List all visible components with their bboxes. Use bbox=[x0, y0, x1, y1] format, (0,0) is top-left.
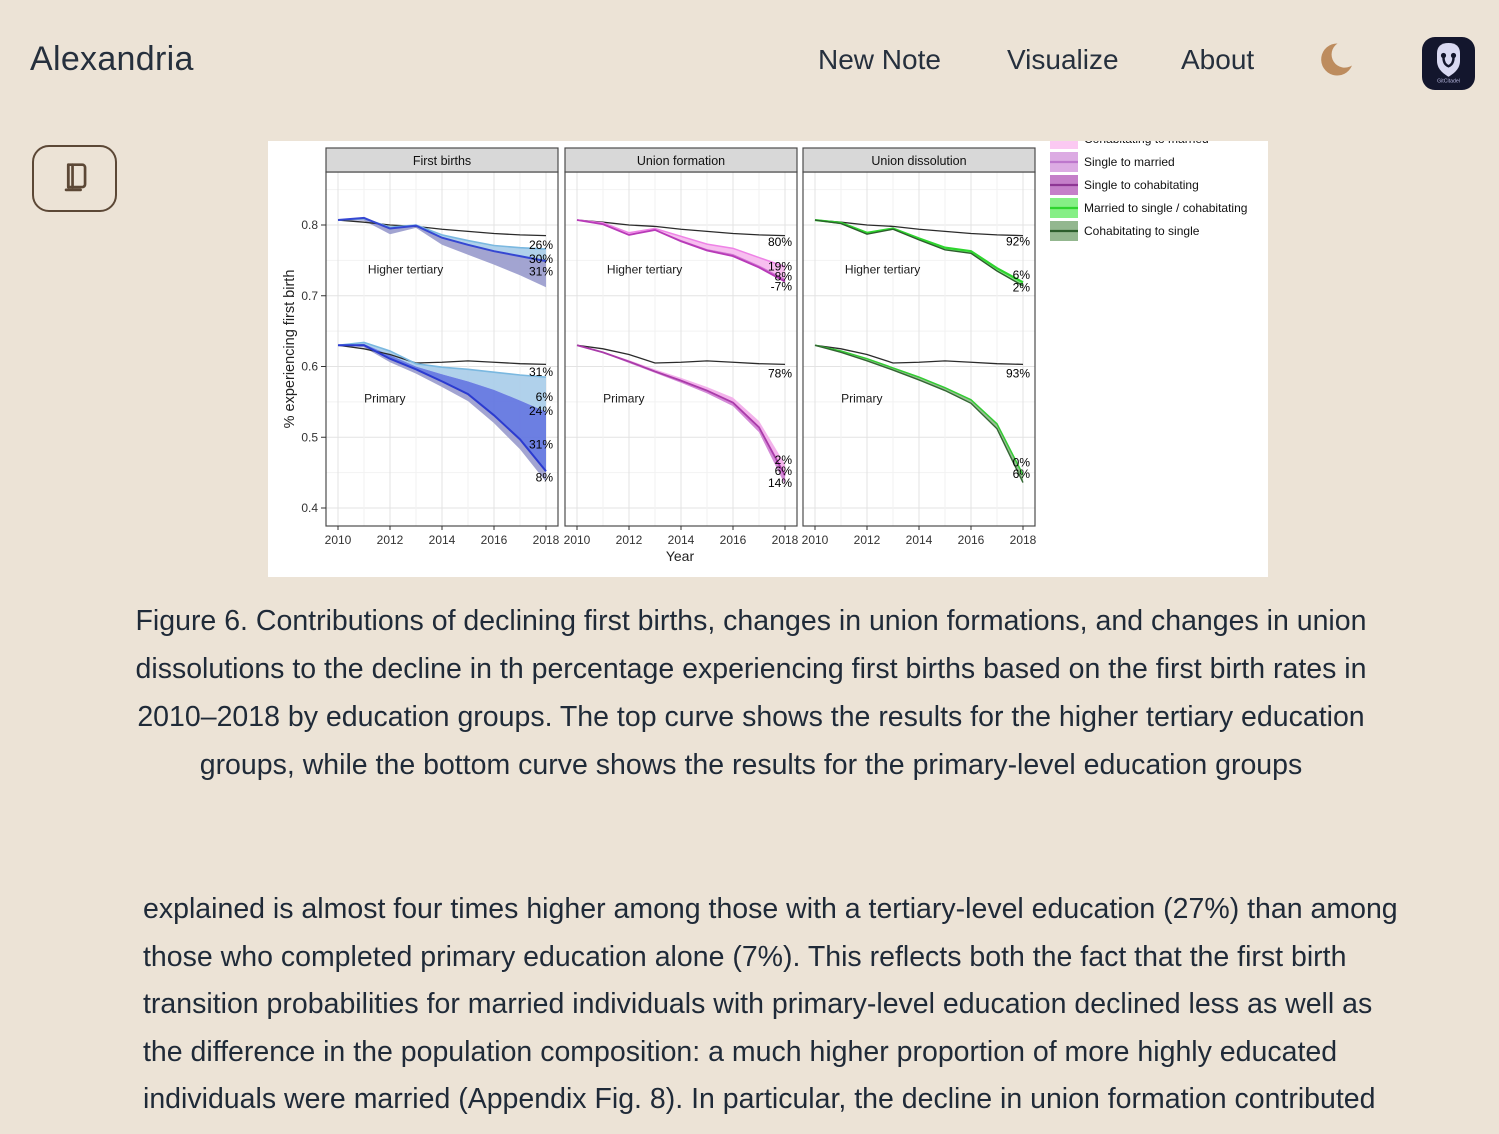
x-axis-label: Year bbox=[666, 548, 695, 564]
x-tick-label: 2014 bbox=[906, 533, 933, 547]
figure-chart: 26%30%31%Higher tertiary31%6%24%31%8%Pri… bbox=[282, 141, 1247, 564]
value-label: 8% bbox=[775, 270, 793, 284]
gitcitadel-badge[interactable]: GitCitadel bbox=[1422, 37, 1475, 90]
x-tick-label: 2018 bbox=[772, 533, 799, 547]
x-tick-label: 2014 bbox=[668, 533, 695, 547]
chart-legend: Cohabitating to married Single to married… bbox=[1050, 141, 1247, 241]
value-label: 31% bbox=[529, 265, 553, 279]
x-tick-label: 2018 bbox=[533, 533, 560, 547]
badge-label: GitCitadel bbox=[1437, 78, 1460, 84]
legend-swatch bbox=[1050, 141, 1078, 149]
value-label: 92% bbox=[1006, 234, 1030, 248]
x-tick-label: 2016 bbox=[481, 533, 508, 547]
value-label: -7% bbox=[771, 280, 793, 294]
gitcitadel-logo-icon: GitCitadel bbox=[1422, 36, 1475, 92]
x-tick-label: 2010 bbox=[802, 533, 829, 547]
y-tick-label: 0.4 bbox=[301, 501, 318, 515]
value-label: 24% bbox=[529, 404, 553, 418]
group-label: Primary bbox=[603, 391, 644, 405]
article-paragraph: explained is almost four times higher am… bbox=[143, 893, 1398, 1134]
x-tick-label: 2012 bbox=[854, 533, 881, 547]
figure-image: 26% 30% 31% Higher tertiary 31% 6% 24% 31% 8% Pri… bbox=[268, 141, 1268, 577]
nav-new-note[interactable]: New Note bbox=[818, 44, 941, 75]
value-label: 31% bbox=[529, 365, 553, 379]
legend-label: Cohabitating to married bbox=[1084, 141, 1209, 146]
group-label: Higher tertiary bbox=[845, 263, 920, 277]
value-label: 2% bbox=[775, 453, 793, 467]
y-tick-label: 0.6 bbox=[301, 360, 318, 374]
value-label: 6% bbox=[1013, 268, 1031, 282]
legend-label: Single to cohabitating bbox=[1084, 178, 1199, 192]
value-label: 6% bbox=[1013, 467, 1031, 481]
nav-visualize[interactable]: Visualize bbox=[1007, 44, 1119, 75]
x-tick-label: 2010 bbox=[325, 533, 352, 547]
y-tick-label: 0.7 bbox=[301, 289, 318, 303]
value-label: 19% bbox=[768, 260, 792, 274]
value-label: 8% bbox=[536, 471, 554, 485]
x-tick-label: 2016 bbox=[720, 533, 747, 547]
value-label: 14% bbox=[768, 476, 792, 490]
value-label: 6% bbox=[536, 390, 554, 404]
value-label: 78% bbox=[768, 367, 792, 381]
legend-label: Single to married bbox=[1084, 155, 1175, 169]
group-label: Primary bbox=[364, 391, 405, 405]
y-tick-label: 0.5 bbox=[301, 430, 318, 444]
chart-panel-0: 26%30%31%Higher tertiary31%6%24%31%8%Pri… bbox=[325, 147, 560, 547]
figure-caption: Figure 6. Contributions of declining fir… bbox=[135, 605, 1367, 781]
y-tick-label: 0.8 bbox=[301, 218, 318, 232]
value-label: 26% bbox=[529, 238, 553, 252]
legend-label: Married to single / cohabitating bbox=[1084, 201, 1247, 215]
panel-title: Union formation bbox=[637, 154, 725, 168]
panel-title: First births bbox=[413, 154, 471, 168]
dark-mode-toggle[interactable] bbox=[1316, 36, 1364, 84]
x-tick-label: 2010 bbox=[564, 533, 591, 547]
group-label: Higher tertiary bbox=[368, 263, 443, 277]
value-label: 0% bbox=[1013, 456, 1031, 470]
value-label: 6% bbox=[775, 464, 793, 478]
chart-panel-1: 80% 19%8%-7% Higher tertiary 78% 2%6%14% Prim… bbox=[564, 147, 799, 547]
moon-icon bbox=[1316, 43, 1364, 87]
value-label: 93% bbox=[1006, 367, 1030, 381]
y-axis-label: % experiencing first birth bbox=[282, 270, 298, 429]
value-label: 80% bbox=[768, 235, 792, 249]
x-tick-label: 2012 bbox=[616, 533, 643, 547]
x-tick-label: 2016 bbox=[958, 533, 985, 547]
value-label: 2% bbox=[1013, 280, 1031, 294]
x-tick-label: 2012 bbox=[377, 533, 404, 547]
x-tick-label: 2014 bbox=[429, 533, 456, 547]
legend-label: Cohabitating to single bbox=[1084, 224, 1200, 238]
group-label: Higher tertiary bbox=[607, 263, 682, 277]
group-label: Primary bbox=[841, 391, 882, 405]
book-icon bbox=[56, 158, 94, 199]
chart-panel-2: 92%6%2%Higher tertiary93%0%6%PrimaryUnio… bbox=[802, 147, 1037, 547]
panel-title: Union dissolution bbox=[871, 154, 966, 168]
nav-about[interactable]: About bbox=[1181, 44, 1255, 75]
app-brand[interactable]: Alexandria bbox=[30, 40, 194, 78]
library-button[interactable] bbox=[32, 145, 117, 212]
value-label: 30% bbox=[529, 252, 553, 266]
x-tick-label: 2018 bbox=[1010, 533, 1037, 547]
value-label: 31% bbox=[529, 437, 553, 451]
